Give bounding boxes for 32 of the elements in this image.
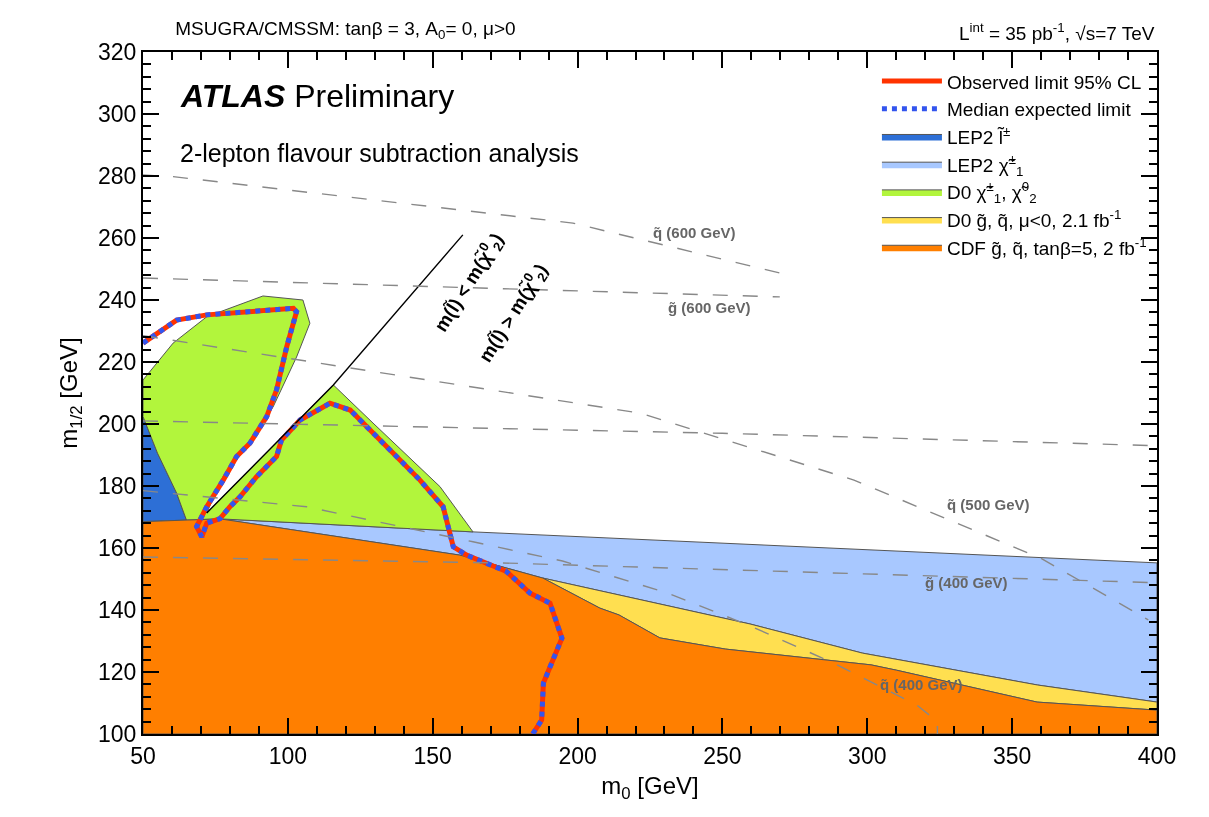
x-axis-title: m$_{0}$ [GeV] <box>601 772 699 804</box>
legend-label: Median expected limit <box>946 99 1132 121</box>
y-tick-label: 200 <box>98 411 137 438</box>
annotation: 2-lepton flavour subtraction analysis <box>180 139 579 167</box>
y-tick-label: 260 <box>98 225 137 252</box>
x-tick-label: 150 <box>413 742 452 769</box>
annotation: g̃ (600 GeV) <box>668 299 751 316</box>
legend-label: LEP2 l̃$^{±}$ <box>946 123 1011 148</box>
y-tick-label: 320 <box>98 39 137 66</box>
x-tick-label: 200 <box>558 742 597 769</box>
annotation: q̃ (400 GeV) <box>880 676 963 693</box>
y-tick-label: 140 <box>98 597 137 624</box>
annotation: ATLAS Preliminary <box>180 78 455 114</box>
y-tick-label: 300 <box>98 101 137 128</box>
annotation: q̃ (500 GeV) <box>947 496 1030 513</box>
x-tick-label: 250 <box>703 742 742 769</box>
annotation: g̃ (400 GeV) <box>925 574 1008 591</box>
y-tick-label: 180 <box>98 473 137 500</box>
annotation: q̃ (600 GeV) <box>653 224 736 241</box>
x-tick-label: 400 <box>1137 742 1177 769</box>
chart-subtitle: L$^{int}$ = 35 pb$^{-1}$, √s=7 TeV <box>959 20 1155 44</box>
x-tick-label: 350 <box>992 742 1032 769</box>
y-tick-label: 220 <box>98 349 137 376</box>
y-tick-label: 240 <box>98 287 137 314</box>
y-tick-label: 160 <box>98 535 137 562</box>
legend-label: Observed limit 95% CL <box>946 71 1142 93</box>
x-tick-label: 100 <box>268 742 308 769</box>
chart-title: MSUGRA/CMSSM: tanβ = 3, A$_{0}$= 0, μ>0 <box>175 17 516 42</box>
x-tick-label: 300 <box>848 742 887 769</box>
legend-label: D0 g̃, q̃, μ<0, 2.1 fb$^{-1}$ <box>946 207 1122 231</box>
y-tick-label: 280 <box>98 163 137 190</box>
y-tick-label: 120 <box>98 659 137 686</box>
